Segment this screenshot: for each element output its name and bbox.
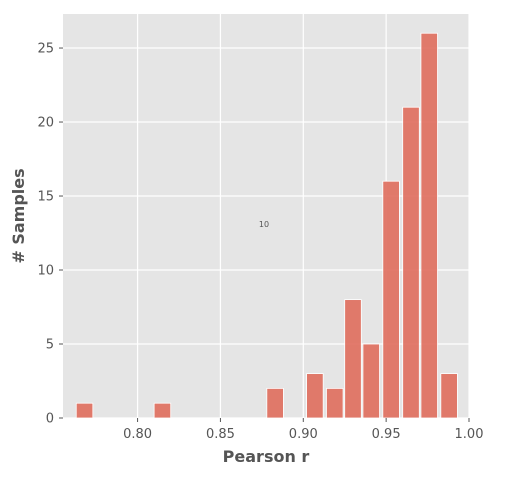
y-tick-label: 15 [37, 190, 54, 205]
histogram-bar-1 [153, 402, 172, 419]
histogram-bar-7 [382, 180, 400, 419]
y-ticks: 0 5 10 15 20 25 [37, 42, 63, 427]
y-tick-label: 10 [37, 264, 54, 279]
histogram-bar-10 [440, 373, 458, 419]
histogram-bar-5 [344, 299, 362, 419]
histogram-bar-0 [75, 402, 94, 419]
plot-background [63, 14, 469, 418]
histogram-bar-6 [362, 343, 380, 419]
histogram-bar-2 [266, 388, 284, 419]
bars [75, 32, 458, 419]
x-tick-label: 0.95 [372, 427, 401, 442]
histogram-bar-4 [326, 388, 344, 419]
x-tick-label: 0.90 [289, 427, 318, 442]
y-tick-label: 5 [46, 338, 54, 353]
x-axis-title: Pearson r [223, 447, 310, 466]
y-tick-label: 25 [37, 42, 54, 57]
annotation-label: 10 [259, 220, 269, 229]
x-ticks: 0.80 0.85 0.90 0.95 1.00 [123, 418, 483, 442]
x-tick-label: 0.80 [123, 427, 152, 442]
y-tick-label: 0 [46, 412, 54, 427]
gridlines [63, 14, 470, 419]
y-tick-label: 20 [37, 116, 54, 131]
y-axis-title: # Samples [9, 168, 28, 263]
histogram-bar-3 [306, 373, 324, 419]
histogram-bar-8 [402, 106, 420, 419]
histogram-bar-9 [420, 32, 438, 419]
x-tick-label: 0.85 [206, 427, 235, 442]
x-tick-label: 1.00 [455, 427, 484, 442]
